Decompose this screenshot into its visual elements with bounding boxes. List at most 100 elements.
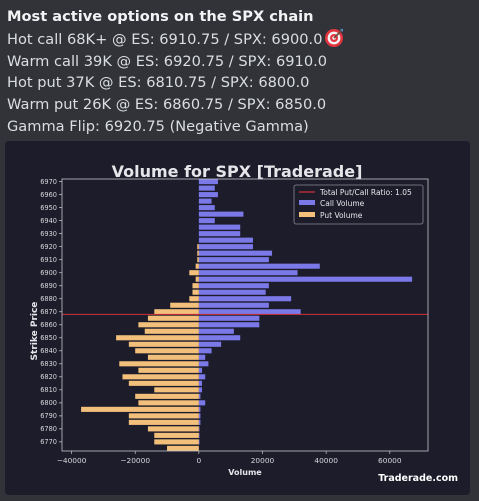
y-tick-label: 6880 bbox=[40, 295, 57, 303]
y-tick-label: 6820 bbox=[40, 373, 57, 381]
hot-call-line: Hot call 68K+ @ ES: 6910.75 / SPX: 6900.… bbox=[7, 28, 473, 51]
legend-put-label: Put Volume bbox=[320, 211, 363, 220]
put-volume-bar bbox=[170, 302, 199, 308]
y-tick-label: 6920 bbox=[40, 243, 57, 251]
y-tick-label: 6810 bbox=[40, 386, 57, 394]
hot-call-text: Hot call 68K+ @ ES: 6910.75 / SPX: 6900.… bbox=[7, 30, 323, 48]
y-tick-label: 6970 bbox=[40, 178, 57, 186]
call-volume-bar bbox=[198, 380, 203, 386]
y-tick-label: 6940 bbox=[40, 217, 57, 225]
put-volume-bar bbox=[128, 380, 199, 386]
direct-hit-target-icon bbox=[324, 28, 344, 48]
chart-title: Volume for SPX [Traderade] bbox=[112, 162, 363, 181]
call-volume-bar bbox=[198, 374, 206, 380]
y-tick-label: 6890 bbox=[40, 282, 57, 290]
call-volume-bar bbox=[198, 263, 320, 269]
y-tick-label: 6780 bbox=[40, 425, 57, 433]
y-tick-label: 6930 bbox=[40, 230, 57, 238]
call-volume-bar bbox=[198, 426, 200, 432]
x-tick-label: 40000 bbox=[314, 456, 338, 465]
legend-ratio-label: Total Put/Call Ratio: 1.05 bbox=[319, 188, 412, 197]
call-volume-bar bbox=[198, 179, 218, 185]
put-volume-bar bbox=[195, 276, 199, 282]
call-volume-bar bbox=[198, 270, 298, 276]
put-volume-bar bbox=[192, 289, 199, 295]
y-tick-label: 6830 bbox=[40, 360, 57, 368]
call-volume-bar bbox=[198, 354, 206, 360]
x-tick-label: 20000 bbox=[251, 456, 275, 465]
call-volume-bar bbox=[198, 198, 212, 204]
put-volume-bar bbox=[135, 393, 199, 399]
call-volume-bar bbox=[198, 224, 241, 230]
call-volume-bar bbox=[198, 439, 200, 445]
call-volume-bar bbox=[198, 322, 260, 328]
call-volume-bar bbox=[198, 393, 201, 399]
call-volume-bar bbox=[198, 257, 269, 263]
call-volume-bar bbox=[198, 192, 218, 198]
call-volume-bar bbox=[198, 276, 413, 282]
call-volume-bar bbox=[198, 283, 269, 289]
y-tick-label: 6840 bbox=[40, 347, 57, 355]
put-volume-bar bbox=[197, 250, 199, 256]
y-axis-label: Strike Price bbox=[30, 302, 40, 361]
hot-put-line: Hot put 37K @ ES: 6810.75 / SPX: 6800.0 bbox=[7, 74, 310, 92]
put-volume-bar bbox=[128, 341, 199, 347]
x-tick-label: 0 bbox=[197, 456, 202, 465]
watermark: Traderade.com bbox=[378, 473, 458, 484]
chart-image[interactable]: Volume for SPX [Traderade] 6970 6960 6950 6… bbox=[5, 141, 470, 495]
y-tick-label: 6960 bbox=[40, 191, 57, 199]
y-tick-label: 6870 bbox=[40, 308, 57, 316]
call-volume-bar bbox=[198, 419, 201, 425]
put-volume-bar bbox=[154, 439, 199, 445]
x-tick-label: −20000 bbox=[120, 456, 150, 465]
call-volume-bar bbox=[198, 289, 266, 295]
call-volume-bar bbox=[198, 315, 260, 321]
put-volume-bar bbox=[189, 270, 199, 276]
put-volume-bar bbox=[138, 367, 199, 373]
put-volume-bar bbox=[147, 426, 199, 432]
call-volume-bar bbox=[198, 296, 292, 302]
call-volume-bar bbox=[198, 400, 206, 406]
call-volume-bar bbox=[198, 309, 301, 315]
y-tick-label: 6770 bbox=[40, 438, 57, 446]
call-volume-bar bbox=[198, 387, 203, 393]
put-volume-bar bbox=[144, 328, 199, 334]
put-volume-bar bbox=[167, 445, 199, 451]
call-volume-bar bbox=[198, 367, 203, 373]
call-volume-bar bbox=[198, 237, 253, 243]
call-volume-bar bbox=[198, 348, 212, 354]
call-volume-bar bbox=[198, 231, 241, 237]
put-volume-bar bbox=[197, 257, 199, 263]
y-tick-label: 6790 bbox=[40, 412, 57, 420]
call-volume-bar bbox=[198, 205, 215, 211]
message-title: Most active options on the SPX chain bbox=[7, 8, 314, 25]
call-volume-bar bbox=[198, 211, 244, 217]
put-volume-bar bbox=[128, 419, 199, 425]
legend-put-swatch bbox=[299, 212, 315, 217]
plot-frame bbox=[61, 178, 429, 452]
call-volume-bar bbox=[198, 413, 201, 419]
put-volume-bar bbox=[116, 335, 199, 341]
put-volume-bar bbox=[138, 400, 199, 406]
put-volume-bar bbox=[135, 348, 199, 354]
call-volume-bar bbox=[198, 244, 253, 250]
chart-legend: Total Put/Call Ratio: 1.05 Call Volume P… bbox=[293, 184, 424, 225]
call-volume-bar bbox=[198, 361, 209, 367]
volume-chart: Volume for SPX [Traderade] 6970 6960 6950 6… bbox=[30, 162, 458, 484]
y-tick-label: 6800 bbox=[40, 399, 57, 407]
warm-put-line: Warm put 26K @ ES: 6860.75 / SPX: 6850.0 bbox=[7, 96, 327, 114]
put-volume-bar bbox=[154, 432, 199, 438]
y-tick-label: 6950 bbox=[40, 204, 57, 212]
call-volume-bar bbox=[198, 185, 215, 191]
put-volume-bar bbox=[138, 322, 199, 328]
y-tick-label: 6910 bbox=[40, 256, 57, 264]
call-volume-bar bbox=[198, 250, 273, 256]
put-volume-bar bbox=[195, 263, 199, 269]
legend-call-swatch bbox=[299, 200, 315, 205]
call-volume-bar bbox=[198, 302, 269, 308]
call-volume-bar bbox=[198, 406, 201, 412]
x-axis-label: Volume bbox=[228, 468, 262, 477]
call-volume-bar bbox=[198, 328, 234, 334]
y-tick-label: 6900 bbox=[40, 269, 57, 277]
call-volume-bar bbox=[198, 341, 222, 347]
